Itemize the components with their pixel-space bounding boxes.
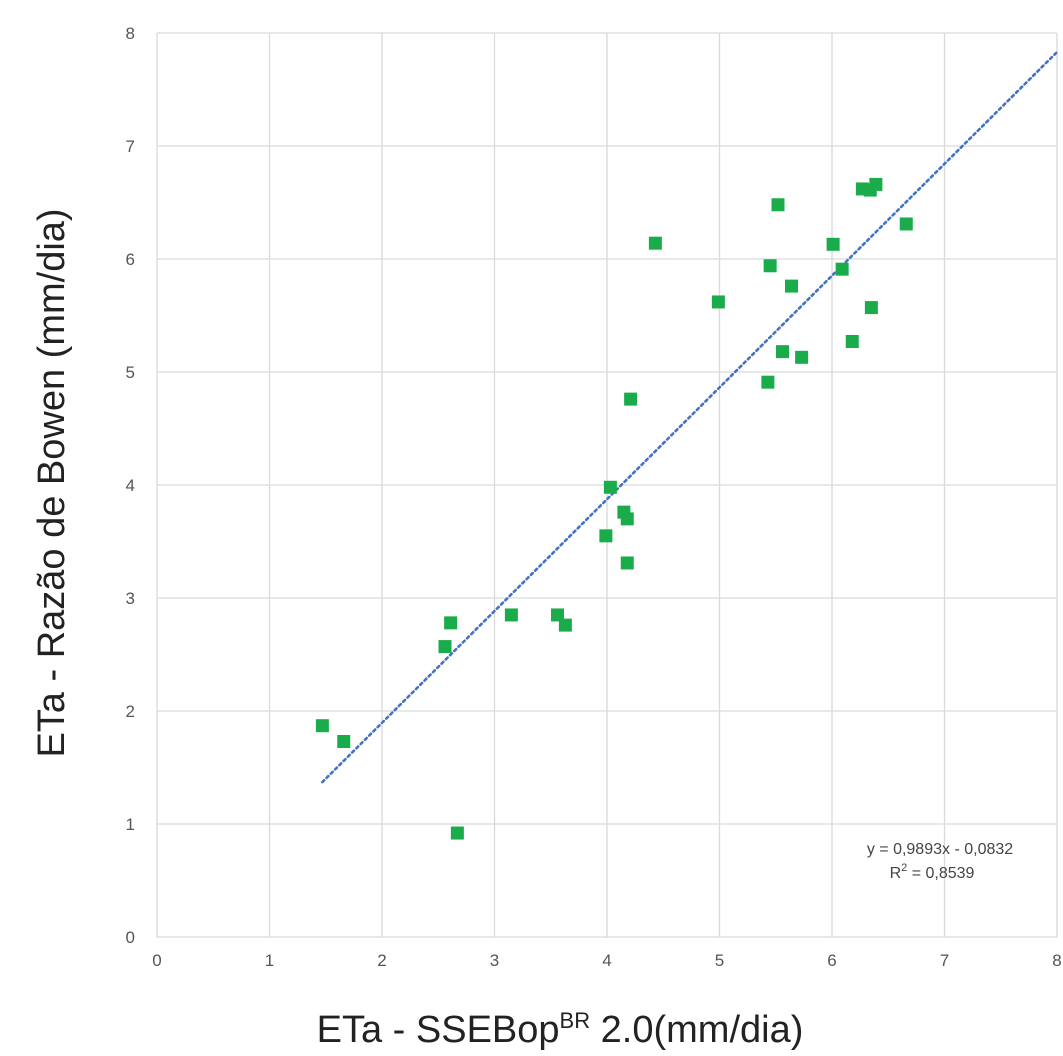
- data-point: [899, 217, 913, 231]
- data-point: [826, 237, 840, 251]
- y-axis-title: ETa - Razão de Bowen (mm/dia): [31, 208, 73, 757]
- data-point: [337, 735, 351, 749]
- trendline-equation: y = 0,9893x - 0,0832: [867, 841, 1013, 858]
- x-tick-label: 5: [715, 951, 724, 970]
- data-point: [438, 640, 452, 654]
- data-point: [648, 236, 662, 250]
- data-point: [776, 345, 789, 359]
- y-tick-label: 8: [126, 24, 135, 43]
- x-tick-label: 7: [940, 951, 949, 970]
- tick-labels: 0 1 2 3 4 5 6 7 8 0 1 2 3 4 5 6 7 8: [126, 24, 1062, 970]
- data-point: [845, 334, 859, 348]
- data-point: [763, 259, 777, 273]
- data-point: [504, 608, 518, 622]
- data-point: [869, 177, 883, 191]
- data-points: [315, 177, 913, 840]
- data-point: [444, 616, 458, 630]
- data-point: [315, 719, 329, 733]
- x-axis-title: ETa - SSEBopBR 2.0(mm/dia): [317, 1008, 804, 1051]
- data-point: [558, 618, 572, 632]
- data-point: [450, 826, 464, 840]
- x-tick-label: 2: [377, 951, 386, 970]
- data-point: [711, 295, 725, 309]
- x-tick-label: 3: [490, 951, 499, 970]
- data-point: [761, 375, 775, 389]
- x-tick-label: 6: [827, 951, 836, 970]
- data-point: [620, 556, 634, 570]
- x-tick-label: 4: [602, 951, 611, 970]
- data-point: [624, 392, 638, 406]
- data-point: [795, 350, 809, 364]
- trendline: [321, 50, 1059, 784]
- y-tick-label: 3: [126, 589, 135, 608]
- y-tick-label: 1: [126, 815, 135, 834]
- data-point: [599, 529, 613, 543]
- x-tick-label: 1: [265, 951, 274, 970]
- data-point: [835, 262, 849, 276]
- y-tick-label: 7: [126, 137, 135, 156]
- data-point: [785, 279, 798, 293]
- y-tick-label: 0: [126, 928, 135, 947]
- y-tick-label: 6: [126, 250, 135, 269]
- trendline-layer: [321, 50, 1059, 784]
- x-tick-label: 0: [152, 951, 161, 970]
- r-squared-label: R2 = 0,8539: [890, 862, 975, 882]
- data-point: [620, 512, 634, 526]
- data-point: [603, 480, 617, 494]
- data-point: [551, 608, 564, 622]
- y-tick-label: 4: [126, 476, 135, 495]
- y-tick-label: 5: [126, 363, 135, 382]
- x-tick-label: 8: [1052, 951, 1061, 970]
- data-point: [771, 198, 785, 212]
- data-point: [864, 301, 878, 315]
- y-tick-label: 2: [126, 702, 135, 721]
